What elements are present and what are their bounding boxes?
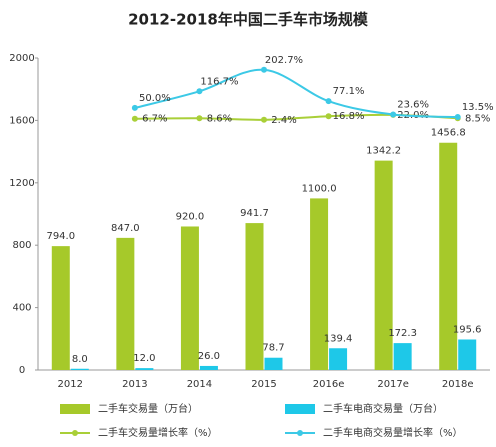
bar-value-label: 8.0 <box>72 354 88 365</box>
bar <box>310 198 329 370</box>
y-tick-label: 1600 <box>9 115 34 126</box>
bar <box>199 365 218 370</box>
line-point <box>131 115 138 122</box>
x-tick-label: 2015 <box>251 379 276 390</box>
chart-title: 2012-2018年中国二手车市场规模 <box>128 11 369 29</box>
line-point <box>390 111 397 118</box>
line <box>134 68 458 119</box>
line-value-label: 13.5% <box>462 102 494 113</box>
legend-swatch <box>60 404 90 414</box>
bar <box>439 142 458 370</box>
bar-value-label: 1456.8 <box>431 128 466 139</box>
line-point <box>454 114 461 121</box>
x-tick-label: 2012 <box>58 379 83 390</box>
line-value-label: 50.0% <box>139 93 171 104</box>
bar-value-label: 920.0 <box>176 211 205 222</box>
line-value-label: 202.7% <box>265 55 303 66</box>
legend-label: 二手车电商交易量（万台） <box>323 402 443 415</box>
bar-value-label: 195.6 <box>453 324 482 335</box>
bar <box>135 368 154 370</box>
legend-swatch <box>285 404 315 414</box>
line-value-label: 8.5% <box>465 113 490 124</box>
legend-swatch <box>72 430 78 436</box>
bar-value-label: 941.7 <box>240 208 269 219</box>
line-value-label: 116.7% <box>200 76 238 87</box>
bar-value-label: 26.0 <box>198 351 220 362</box>
bar <box>180 226 199 370</box>
line-point <box>196 115 203 122</box>
bar <box>116 237 135 370</box>
y-tick-label: 800 <box>12 240 31 251</box>
bar-value-label: 139.4 <box>324 333 353 344</box>
line-value-label: 8.6% <box>207 113 232 124</box>
line-value-label: 6.7% <box>142 114 167 125</box>
line-point <box>261 116 267 123</box>
bar-value-label: 78.7 <box>262 343 284 354</box>
bar <box>329 348 348 370</box>
bar <box>51 246 70 370</box>
line-point <box>196 88 203 95</box>
line-value-label: 16.8% <box>333 111 365 122</box>
bar <box>374 160 393 370</box>
x-tick-label: 2017e <box>377 379 409 390</box>
x-tick-label: 2018e <box>442 379 474 390</box>
bar <box>245 223 264 370</box>
bar-value-label: 794.0 <box>46 231 75 242</box>
line-point <box>325 113 332 120</box>
line-value-label: 2.4% <box>271 115 296 126</box>
y-tick-label: 0 <box>19 365 25 376</box>
bar-value-label: 12.0 <box>133 353 155 364</box>
bar <box>264 357 283 370</box>
x-tick-label: 2013 <box>122 379 147 390</box>
y-tick-label: 2000 <box>9 53 34 64</box>
line-point <box>131 104 138 111</box>
bar-value-label: 1342.2 <box>366 146 401 157</box>
bar <box>458 339 477 370</box>
legend-label: 二手车交易量（万台） <box>98 402 198 415</box>
bar-value-label: 1100.0 <box>302 183 337 194</box>
y-tick-label: 1200 <box>9 178 34 189</box>
line-value-label: 77.1% <box>333 86 365 97</box>
legend-label: 二手车交易量增长率（%） <box>98 426 218 439</box>
line-value-label: 23.6% <box>397 100 429 111</box>
bar-value-label: 172.3 <box>388 328 417 339</box>
line-point <box>325 98 332 105</box>
x-tick-label: 2016e <box>313 379 345 390</box>
bar-value-label: 847.0 <box>111 223 140 234</box>
bar <box>70 368 89 370</box>
bar <box>393 343 412 370</box>
legend-swatch <box>297 430 303 436</box>
y-tick-label: 400 <box>12 303 31 314</box>
legend-label: 二手车电商交易量增长率（%） <box>323 426 463 439</box>
line-point <box>261 66 267 73</box>
x-tick-label: 2014 <box>187 379 212 390</box>
